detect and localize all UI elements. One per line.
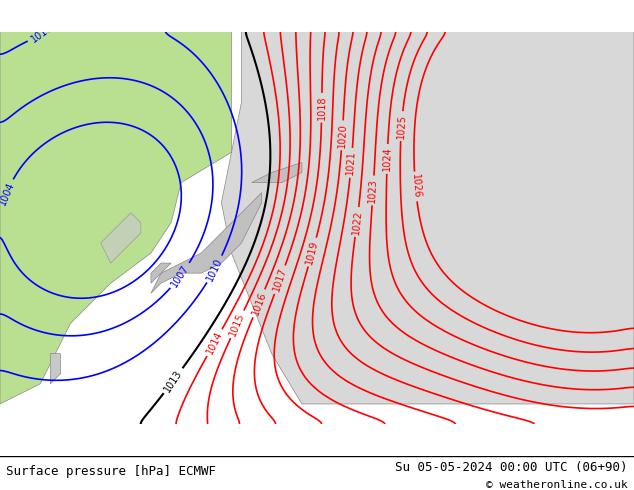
Text: 1021: 1021: [346, 150, 357, 175]
Polygon shape: [252, 163, 302, 183]
Polygon shape: [101, 213, 141, 263]
Text: Su 05-05-2024 00:00 UTC (06+90): Su 05-05-2024 00:00 UTC (06+90): [395, 461, 628, 474]
Polygon shape: [151, 193, 262, 293]
Text: 1017: 1017: [271, 267, 288, 293]
Text: 1024: 1024: [382, 147, 392, 172]
Polygon shape: [151, 263, 171, 283]
Text: 1004: 1004: [0, 180, 16, 206]
Polygon shape: [0, 32, 231, 404]
Text: 1016: 1016: [250, 290, 268, 317]
Text: 1025: 1025: [396, 114, 407, 139]
Text: 1010: 1010: [30, 22, 55, 45]
Text: 1018: 1018: [316, 96, 327, 120]
Text: Surface pressure [hPa] ECMWF: Surface pressure [hPa] ECMWF: [6, 465, 216, 478]
Text: 1007: 1007: [169, 263, 191, 289]
Text: © weatheronline.co.uk: © weatheronline.co.uk: [486, 480, 628, 490]
Text: 1022: 1022: [351, 209, 363, 235]
Text: 1023: 1023: [368, 178, 378, 203]
Text: 1026: 1026: [410, 174, 422, 199]
Text: 1013: 1013: [162, 368, 184, 394]
Text: 1014: 1014: [205, 329, 224, 356]
Polygon shape: [50, 354, 60, 384]
Text: 1010: 1010: [205, 256, 224, 282]
Text: 1019: 1019: [304, 239, 320, 265]
Text: 1020: 1020: [337, 123, 348, 148]
Text: 1015: 1015: [228, 311, 247, 338]
Polygon shape: [221, 32, 634, 404]
